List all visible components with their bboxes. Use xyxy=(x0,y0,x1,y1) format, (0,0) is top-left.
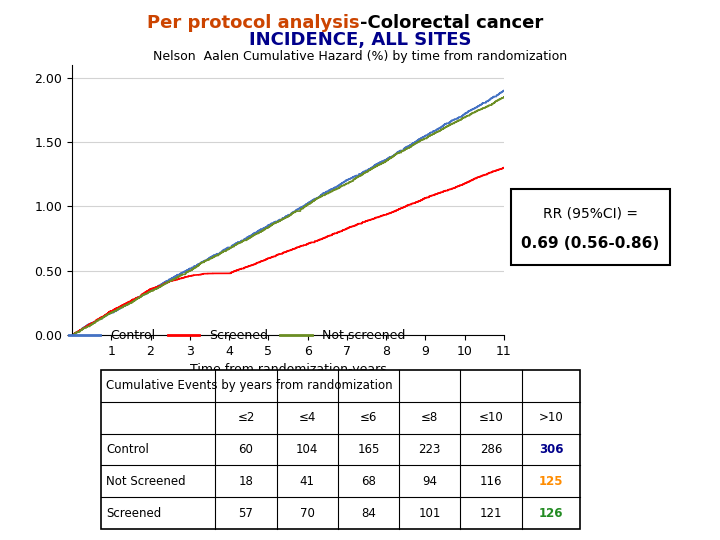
Text: 84: 84 xyxy=(361,507,376,520)
Text: 126: 126 xyxy=(539,507,563,520)
Text: INCIDENCE, ALL SITES: INCIDENCE, ALL SITES xyxy=(248,31,472,49)
Legend: Control, Screened, Not screened: Control, Screened, Not screened xyxy=(64,325,410,347)
Text: Per protocol analysis: Per protocol analysis xyxy=(148,14,360,31)
Text: Nelson  Aalen Cumulative Hazard (%) by time from randomization: Nelson Aalen Cumulative Hazard (%) by ti… xyxy=(153,50,567,63)
Text: 121: 121 xyxy=(480,507,503,520)
Text: 60: 60 xyxy=(238,443,253,456)
Text: 165: 165 xyxy=(357,443,379,456)
Text: 57: 57 xyxy=(238,507,253,520)
Text: Cumulative Events by years from randomization: Cumulative Events by years from randomiz… xyxy=(106,379,392,393)
X-axis label: Time from randomization-years: Time from randomization-years xyxy=(189,363,387,376)
Text: 101: 101 xyxy=(418,507,441,520)
Text: 125: 125 xyxy=(539,475,563,488)
Text: 18: 18 xyxy=(238,475,253,488)
Text: ≤6: ≤6 xyxy=(360,411,377,424)
Text: 70: 70 xyxy=(300,507,315,520)
Text: ≤4: ≤4 xyxy=(299,411,316,424)
Text: RR (95%CI) =: RR (95%CI) = xyxy=(543,206,638,220)
Text: 286: 286 xyxy=(480,443,503,456)
Text: 116: 116 xyxy=(480,475,503,488)
Text: 104: 104 xyxy=(296,443,318,456)
Text: -Colorectal cancer: -Colorectal cancer xyxy=(360,14,544,31)
Text: 41: 41 xyxy=(300,475,315,488)
Text: 223: 223 xyxy=(418,443,441,456)
Text: Not Screened: Not Screened xyxy=(106,475,186,488)
Text: 68: 68 xyxy=(361,475,376,488)
Text: Control: Control xyxy=(106,443,149,456)
Text: 306: 306 xyxy=(539,443,563,456)
Text: Screened: Screened xyxy=(106,507,161,520)
Text: >10: >10 xyxy=(539,411,563,424)
Text: ≤10: ≤10 xyxy=(479,411,503,424)
Text: 94: 94 xyxy=(423,475,437,488)
Text: ≤2: ≤2 xyxy=(238,411,255,424)
Text: ≤8: ≤8 xyxy=(421,411,438,424)
Text: 0.69 (0.56-0.86): 0.69 (0.56-0.86) xyxy=(521,236,660,251)
